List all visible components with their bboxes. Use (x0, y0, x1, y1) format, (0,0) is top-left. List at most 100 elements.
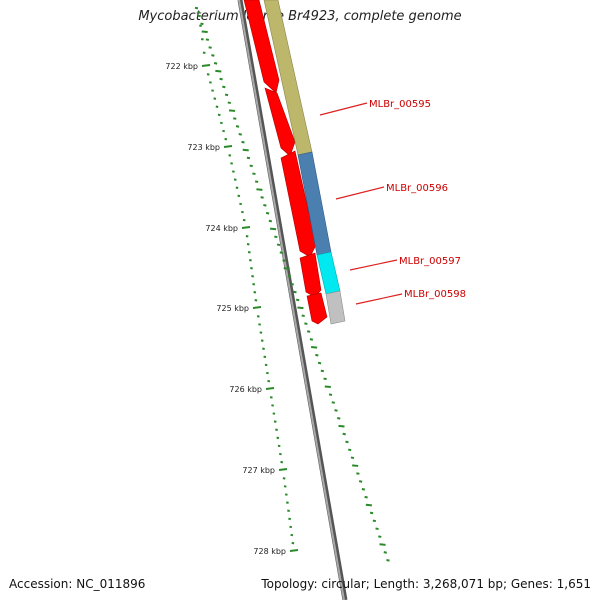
inner-minor-tick (277, 444, 281, 448)
inner-major-tick (289, 549, 299, 552)
outer-major-tick (311, 346, 318, 349)
inner-minor-tick (265, 371, 269, 375)
inner-minor-tick (278, 452, 282, 456)
inner-minor-tick (250, 267, 253, 270)
outer-major-tick (242, 148, 249, 152)
inner-minor-tick (289, 525, 293, 529)
inner-minor-tick (219, 121, 223, 125)
inner-minor-tick (197, 11, 201, 14)
inner-major-tick (223, 145, 233, 148)
inner-minor-tick (228, 154, 232, 157)
outer-minor-tick (361, 488, 366, 491)
outer-minor-tick (301, 314, 305, 318)
cds-feature-red-1 (243, 0, 280, 94)
cds-track-forward (263, 0, 346, 325)
inner-tick-marks: 722 kbp 723 kbp 724 kbp 725 kbp 726 kbp 727 k… (165, 11, 299, 556)
outer-minor-tick (219, 77, 223, 81)
outer-minor-tick (345, 440, 349, 444)
outer-minor-tick (224, 93, 229, 97)
inner-minor-tick (237, 194, 241, 198)
inner-minor-tick (290, 533, 294, 537)
inner-major-tick (201, 64, 211, 67)
outer-minor-tick (282, 259, 286, 262)
outer-minor-tick (337, 417, 341, 420)
outer-minor-tick (323, 377, 327, 381)
inner-minor-tick (235, 186, 239, 189)
outer-minor-tick (279, 251, 283, 254)
inner-minor-tick (222, 129, 226, 133)
outer-major-tick (228, 109, 236, 112)
inner-minor-tick (267, 379, 271, 383)
outer-major-tick (256, 188, 263, 191)
cds-feature-red-2 (264, 87, 296, 157)
tick-label: 722 kbp (165, 62, 198, 71)
outer-minor-tick (205, 38, 210, 41)
outer-minor-tick (274, 235, 278, 239)
outer-minor-tick (233, 117, 237, 120)
gene-label-mlbr-00598[interactable]: MLBr_00598 (404, 289, 466, 300)
inner-minor-tick (256, 315, 260, 318)
outer-minor-tick (386, 559, 390, 562)
outer-minor-tick (235, 125, 240, 128)
outer-major-tick (283, 267, 290, 270)
outer-major-tick (324, 385, 331, 389)
outer-minor-tick (306, 330, 311, 333)
inner-minor-tick (288, 517, 292, 521)
genome-summary-text: Topology: circular; Length: 3,268,071 bp… (261, 577, 591, 591)
inner-minor-tick (206, 73, 210, 76)
outer-minor-tick (342, 432, 346, 436)
inner-minor-tick (233, 178, 237, 181)
inner-minor-tick (252, 283, 256, 286)
outer-minor-tick (358, 480, 363, 483)
inner-minor-tick (208, 81, 212, 84)
inner-minor-tick (254, 299, 258, 302)
outer-minor-tick (356, 472, 360, 475)
inner-minor-tick (280, 460, 284, 464)
outer-minor-tick (213, 62, 218, 65)
inner-minor-tick (200, 38, 204, 41)
outer-major-tick (297, 306, 304, 310)
inner-minor-tick (239, 202, 243, 206)
tick-label: 724 kbp (205, 224, 238, 233)
outer-minor-tick (276, 243, 281, 247)
outer-minor-tick (331, 401, 335, 404)
outer-major-tick (269, 227, 277, 231)
outer-minor-tick (378, 535, 382, 538)
outer-minor-tick (200, 22, 204, 26)
inner-minor-tick (258, 323, 262, 326)
inner-minor-tick (217, 113, 221, 117)
inner-minor-tick (285, 501, 289, 504)
outer-minor-tick (350, 456, 355, 460)
gene-label-connectors (319, 102, 403, 305)
inner-minor-tick (273, 420, 277, 423)
tick-label: 725 kbp (216, 304, 249, 313)
outer-major-tick (365, 503, 372, 507)
inner-minor-tick (291, 541, 295, 545)
outer-minor-tick (296, 298, 300, 302)
inner-minor-tick (199, 24, 202, 27)
inner-minor-tick (283, 485, 287, 488)
outer-minor-tick (268, 219, 273, 223)
outer-minor-tick (254, 180, 259, 183)
inner-minor-tick (245, 235, 249, 238)
outer-minor-tick (347, 448, 352, 452)
inner-major-tick (241, 226, 251, 229)
outer-minor-tick (249, 164, 253, 168)
inner-minor-tick (263, 355, 267, 359)
gene-label-mlbr-00597[interactable]: MLBr_00597 (399, 256, 461, 267)
inner-minor-tick (215, 105, 219, 108)
gene-label-mlbr-00596[interactable]: MLBr_00596 (386, 183, 448, 194)
outer-minor-tick (320, 369, 325, 373)
outer-major-tick (352, 464, 359, 467)
inner-minor-tick (269, 396, 273, 399)
outer-minor-tick (208, 46, 212, 49)
outer-minor-tick (265, 211, 270, 215)
outer-major-tick (379, 543, 386, 546)
outer-minor-tick (260, 196, 264, 199)
outer-minor-tick (227, 101, 232, 105)
outer-tick-marks (194, 6, 390, 562)
inner-minor-tick (251, 275, 255, 278)
gene-label-mlbr-00595[interactable]: MLBr_00595 (369, 99, 431, 110)
